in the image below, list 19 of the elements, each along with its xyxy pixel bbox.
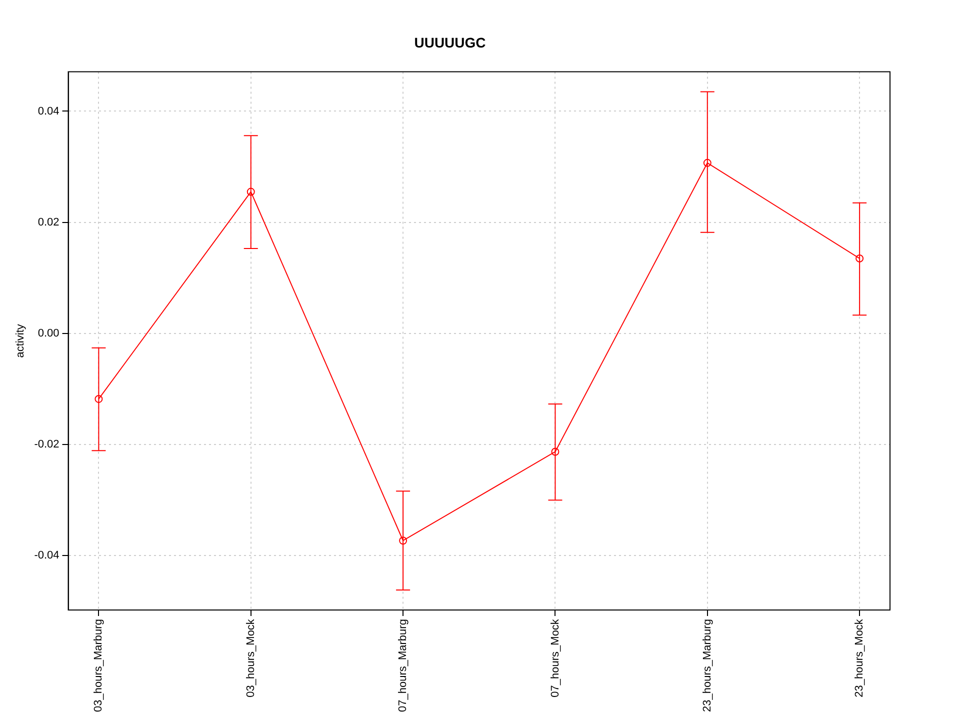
y-tick-label: -0.02 <box>34 438 60 451</box>
x-tick-label: 07_hours_Marburg <box>397 619 410 712</box>
x-tick-label: 07_hours_Mock <box>549 618 562 698</box>
x-tick-label: 23_hours_Marburg <box>701 619 714 712</box>
point <box>856 254 864 262</box>
point <box>703 158 712 167</box>
y-tick-label: 0.02 <box>38 216 60 228</box>
point <box>94 394 103 403</box>
x-tick-label: 03_hours_Marburg <box>92 619 105 712</box>
y-axis-title: activity <box>14 324 27 358</box>
point <box>246 188 255 196</box>
y-tick-label: 0.04 <box>38 105 60 118</box>
y-tick-label: -0.04 <box>34 550 60 562</box>
x-tick-label: 23_hours_Mock <box>854 618 866 698</box>
y-tick-label: 0.00 <box>38 327 60 340</box>
point <box>551 448 560 456</box>
point <box>399 536 408 545</box>
chart-title: UUUUUGC <box>414 34 486 50</box>
x-tick-label: 03_hours_Mock <box>244 618 257 698</box>
